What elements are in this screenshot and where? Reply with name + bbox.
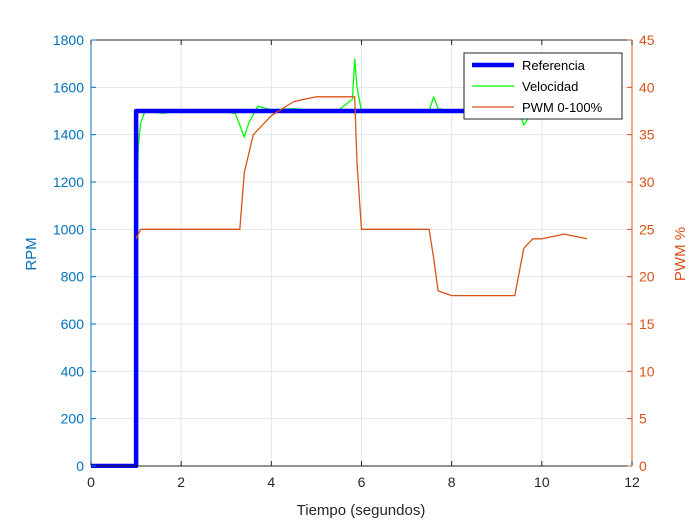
x-tick-label: 10 — [534, 474, 550, 490]
y-left-tick-label: 0 — [76, 458, 84, 474]
y-right-tick-label: 25 — [639, 221, 655, 237]
series-line-pwm-0-100 — [135, 96, 588, 297]
y-left-tick-label: 1600 — [53, 79, 84, 95]
x-tick-label: 2 — [177, 474, 185, 490]
legend-entry-label: PWM 0-100% — [522, 100, 603, 115]
x-axis-label: Tiempo (segundos) — [297, 502, 426, 519]
y-left-tick-label: 1400 — [53, 127, 84, 143]
x-tick-label: 8 — [448, 474, 456, 490]
y-right-tick-label: 0 — [639, 458, 647, 474]
y-right-tick-label: 5 — [639, 411, 647, 427]
x-tick-label: 6 — [358, 474, 366, 490]
y-left-tick-label: 200 — [61, 411, 85, 427]
y-left-tick-label: 800 — [61, 269, 85, 285]
y-left-tick-label: 400 — [61, 363, 85, 379]
x-tick-label: 0 — [87, 474, 95, 490]
y-right-tick-label: 35 — [639, 127, 655, 143]
y-left-tick-label: 1800 — [53, 32, 84, 48]
y-right-tick-label: 20 — [639, 269, 655, 285]
y-left-tick-label: 600 — [61, 316, 85, 332]
legend: Referencia Velocidad PWM 0-100% — [463, 52, 623, 120]
x-tick-label: 12 — [624, 474, 640, 490]
y-right-tick-label: 40 — [639, 79, 655, 95]
axes: 0 2 4 6 8 10 120200400600800100012001400160018… — [53, 32, 655, 490]
y-right-tick-label: 15 — [639, 316, 655, 332]
y-left-tick-label: 1000 — [53, 221, 84, 237]
x-tick-label: 4 — [267, 474, 275, 490]
y-right-tick-label: 10 — [639, 363, 655, 379]
y-axis-right-label: PWM % — [672, 227, 689, 281]
y-right-tick-label: 30 — [639, 174, 655, 190]
legend-entry-label: Referencia — [522, 58, 586, 73]
y-axis-left-label: RPM — [23, 237, 40, 270]
y-left-tick-label: 1200 — [53, 174, 84, 190]
legend-entry-label: Velocidad — [522, 79, 578, 94]
y-right-tick-label: 45 — [639, 32, 655, 48]
